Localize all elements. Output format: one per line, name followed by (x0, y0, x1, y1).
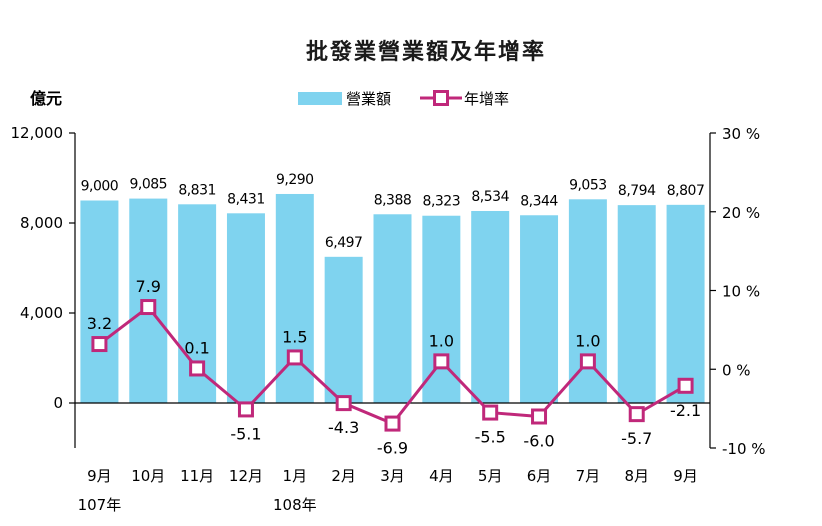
chart-title: 批發業營業額及年增率 (306, 39, 546, 65)
bar-value-label: 9,053 (569, 177, 607, 193)
left-tick-label: 4,000 (20, 304, 63, 322)
x-tick-label: 7月 (576, 467, 601, 485)
bar-series (80, 193, 705, 403)
rate-marker-6 (335, 395, 352, 412)
legend: 營業額 年增率 (298, 90, 509, 108)
bar-value-label: 8,807 (667, 183, 705, 199)
bar-value-label: 8,344 (520, 193, 558, 209)
bar-6 (324, 256, 363, 403)
x-tick-label: 12月 (229, 467, 263, 485)
bar-9 (471, 210, 510, 403)
rate-marker-2 (140, 299, 157, 316)
rate-marker-13 (677, 377, 694, 394)
line-series (91, 299, 694, 432)
year-label: 108年 (273, 496, 317, 514)
x-tick-label: 9月 (673, 467, 698, 485)
right-tick-label: 10 % (722, 283, 760, 301)
x-tick-label: 1月 (283, 467, 308, 485)
bar-value-label: 8,794 (618, 183, 656, 199)
bar-12 (617, 205, 656, 403)
bar-value-label: 8,388 (374, 192, 412, 208)
rate-value-label: -5.5 (475, 428, 506, 447)
year-label: 107年 (78, 496, 122, 514)
bar-10 (520, 215, 559, 403)
rate-value-label: -4.3 (328, 418, 359, 437)
x-tick-label: 5月 (478, 467, 503, 485)
rate-marker-8 (433, 353, 450, 370)
bar-value-label: 9,290 (276, 172, 314, 188)
x-tick-label: 3月 (380, 467, 405, 485)
rate-marker-10 (531, 408, 548, 425)
rate-value-label: -5.7 (621, 429, 652, 448)
rate-value-label: -6.0 (523, 432, 554, 451)
rate-marker-11 (579, 353, 596, 370)
legend-line-label: 年增率 (464, 90, 509, 108)
right-tick-label: 20 % (722, 204, 760, 222)
bar-4 (226, 213, 265, 403)
rate-value-label: 0.1 (184, 338, 209, 357)
rate-value-label: -2.1 (670, 401, 701, 420)
left-tick-label: 8,000 (20, 214, 63, 232)
x-tick-label: 4月 (429, 467, 454, 485)
x-tick-label: 10月 (131, 467, 165, 485)
rate-value-label: -6.9 (377, 439, 408, 458)
right-tick-label: 0 % (722, 361, 751, 379)
data-labels: 9,000 9,085 8,831 8,431 9,290 6,497 8,388 8,323… (81, 172, 705, 458)
bar-value-label: 9,000 (81, 179, 119, 195)
rate-marker-5 (286, 349, 303, 366)
rate-value-label: 1.0 (575, 331, 600, 350)
rate-value-label: 7.9 (136, 277, 161, 296)
legend-bar-label: 營業額 (346, 90, 391, 108)
x-tick-label: 9月 (87, 467, 112, 485)
rate-marker-9 (482, 404, 499, 421)
left-tick-label: 0 (53, 394, 63, 412)
bar-11 (568, 199, 607, 403)
rate-value-label: 3.2 (87, 314, 112, 333)
rate-marker-4 (237, 401, 254, 418)
x-tick-label: 2月 (331, 467, 356, 485)
right-tick-label: 30 % (722, 125, 760, 143)
bar-1 (80, 200, 119, 403)
left-axis-unit: 億元 (30, 89, 62, 108)
axes: 0 4,000 8,000 12,000 -10 % 0 % 10 % 20 % 30 % 9月 1… (11, 124, 766, 514)
rate-marker-3 (189, 360, 206, 377)
legend-bar-swatch (298, 92, 342, 105)
bar-value-label: 8,323 (423, 194, 461, 210)
right-tick-label: -10 % (722, 440, 766, 458)
bar-value-label: 9,085 (129, 177, 167, 193)
x-tick-label: 6月 (527, 467, 552, 485)
rate-value-label: 1.0 (429, 331, 454, 350)
rate-value-label: -5.1 (230, 424, 261, 443)
legend-line-marker (433, 90, 449, 106)
bar-value-label: 8,534 (471, 189, 509, 205)
bar-value-label: 8,831 (178, 182, 216, 198)
left-tick-label: 12,000 (11, 124, 64, 142)
rate-marker-7 (384, 415, 401, 432)
bar-8 (422, 215, 461, 403)
rate-marker-1 (91, 336, 108, 353)
bar-value-label: 6,497 (325, 235, 363, 251)
rate-marker-12 (628, 406, 645, 423)
bar-value-label: 8,431 (227, 191, 265, 207)
x-tick-label: 8月 (624, 467, 649, 485)
x-tick-label: 11月 (180, 467, 214, 485)
rate-value-label: 1.5 (282, 327, 307, 346)
bar-13 (666, 204, 705, 403)
bar-7 (373, 214, 412, 403)
